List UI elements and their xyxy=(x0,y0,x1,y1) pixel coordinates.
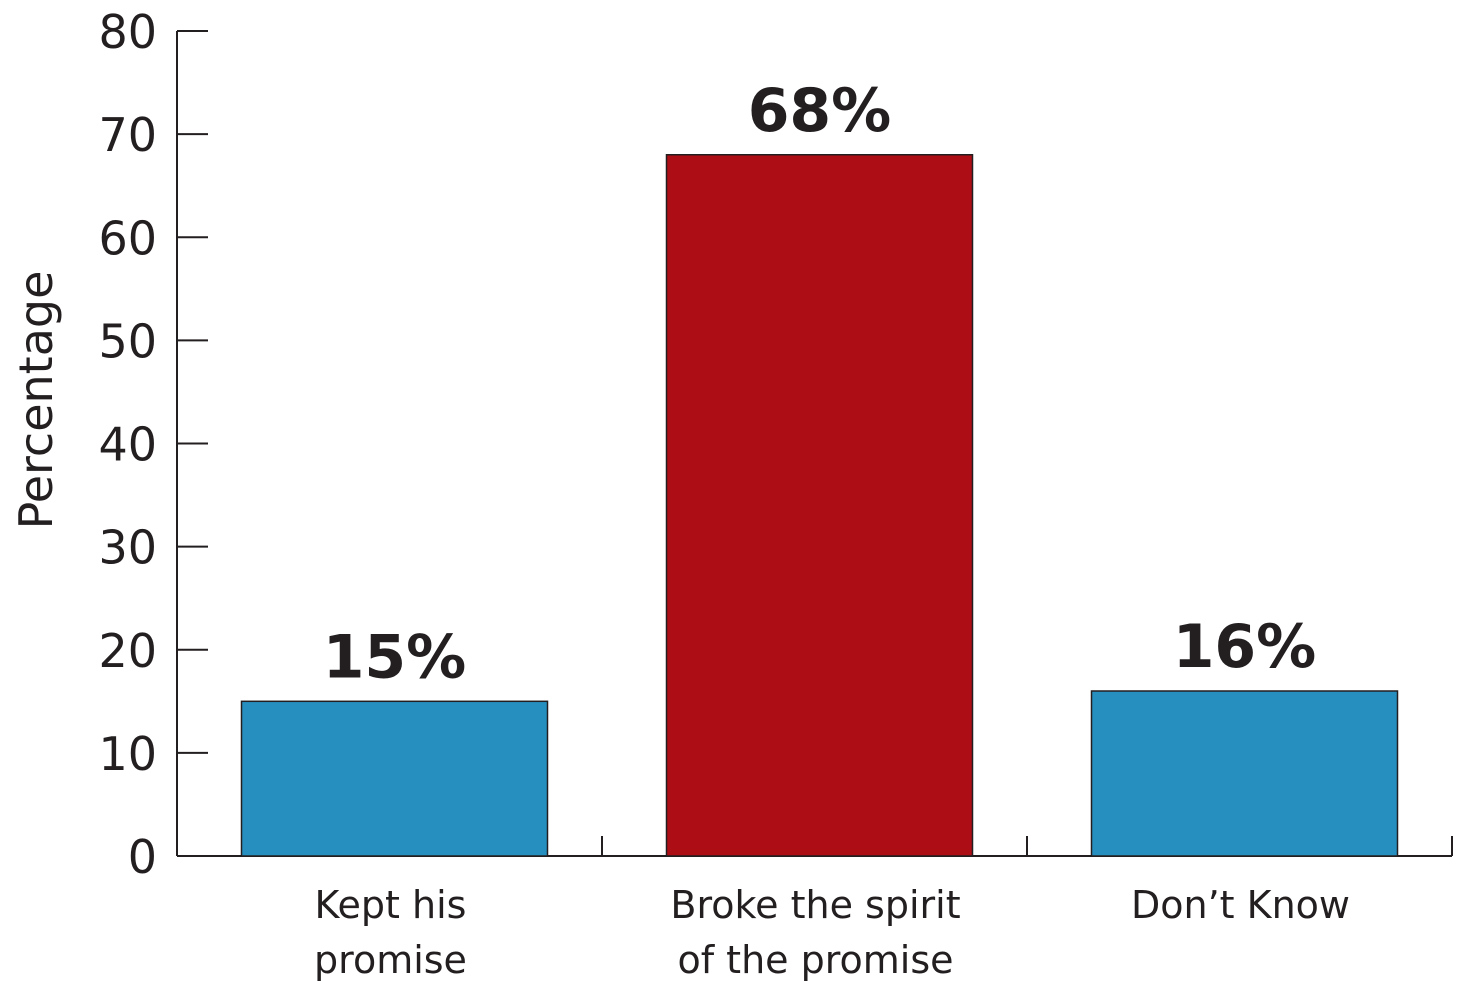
x-tick-label: Don’t Know xyxy=(1131,883,1350,927)
y-tick-label: 30 xyxy=(98,521,157,575)
y-tick-label: 10 xyxy=(98,727,157,781)
x-tick-label: Broke the spirit xyxy=(670,883,960,927)
data-label: 15% xyxy=(323,622,467,692)
x-tick-label: promise xyxy=(314,938,467,981)
y-tick-label: 60 xyxy=(98,211,157,265)
y-tick-label: 20 xyxy=(98,624,157,678)
bar xyxy=(1090,690,1399,857)
x-tick-label: Kept his xyxy=(315,883,467,927)
data-label: 68% xyxy=(748,76,892,146)
bar xyxy=(665,154,974,857)
axes: 0 10 20 30 40 50 60 70 80 xyxy=(98,5,1453,884)
data-label: 16% xyxy=(1173,612,1317,682)
x-tick-label: of the promise xyxy=(677,938,953,981)
y-tick-label: 50 xyxy=(98,314,157,368)
y-tick-label: 0 xyxy=(128,830,157,884)
y-axis-title: Percentage xyxy=(9,271,63,530)
labels: 15% Kept his promise 68% Broke the spirit of … xyxy=(314,76,1350,981)
y-tick-label: 80 xyxy=(98,5,157,59)
y-tick-label: 40 xyxy=(98,418,157,472)
y-tick-label: 70 xyxy=(98,108,157,162)
bar xyxy=(240,700,549,857)
bars xyxy=(240,154,1399,857)
